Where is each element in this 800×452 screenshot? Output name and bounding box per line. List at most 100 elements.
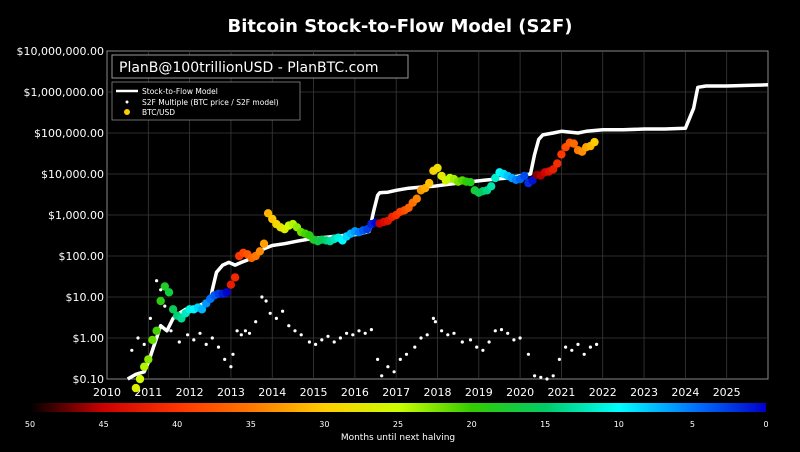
btc-usd-point [553, 159, 562, 168]
s2f-multiple-point [210, 336, 214, 340]
colorbar [30, 403, 766, 412]
s2f-multiple-point [163, 304, 167, 308]
s2f-multiple-point [155, 279, 159, 283]
s2f-multiple-point [493, 329, 497, 333]
s2f-multiple-point [468, 338, 473, 342]
btc-usd-point [569, 139, 578, 148]
chart-title: Bitcoin Stock-to-Flow Model (S2F) [227, 16, 572, 37]
btc-usd-point [168, 305, 178, 314]
btc-usd-points [131, 137, 599, 393]
s2f-multiple-point [326, 334, 330, 338]
s2f-multiple-point [307, 340, 311, 344]
s2f-multiple-point [130, 348, 134, 352]
s2f-multiple-point [192, 338, 196, 342]
colorbar-ticks: 50 45 40 35 30 25 20 15 10 5 0 [25, 420, 769, 429]
s2f-multiple-point [243, 329, 247, 333]
x-tick-label: 2014 [258, 386, 286, 399]
x-tick-label: 2013 [217, 386, 245, 399]
s2f-multiple-point [239, 333, 243, 337]
x-tick-label: 2023 [630, 386, 658, 399]
s2f-multiple-point [274, 316, 278, 320]
legend: Stock-to-Flow Model S2F Multiple (BTC pr… [111, 81, 301, 121]
btc-usd-point [230, 273, 240, 282]
x-tick-label: 2025 [713, 386, 741, 399]
s2f-multiple-point [363, 331, 367, 335]
s2f-multiple-point [545, 377, 549, 381]
btc-usd-point [135, 374, 145, 384]
btc-usd-point [152, 326, 161, 335]
btc-usd-point [144, 355, 153, 364]
y-tick-label: $10,000,000.00 [17, 45, 104, 58]
s2f-multiple-point [260, 295, 264, 299]
s2f-multiple-point [533, 374, 537, 378]
s2f-multiple-point [198, 331, 202, 335]
legend-label-s2f: Stock-to-Flow Model [142, 87, 218, 96]
s2f-multiple-point [425, 333, 429, 337]
s2f-multiple-point [564, 345, 568, 349]
colorbar-tick-label: 15 [540, 420, 550, 429]
s2f-multiple-point [518, 336, 522, 340]
s2f-multiple-point [287, 324, 291, 328]
s2f-multiple-point [148, 316, 152, 320]
y-axis-ticks: $0.10 $1.00 $10.00 $100.00 $1,000.00 $10,000.… [17, 45, 104, 386]
y-tick-label: $100.00 [59, 250, 105, 263]
y-tick-label: $1.00 [73, 332, 105, 345]
s2f-multiple-points [130, 279, 599, 381]
watermark-text: PlanB@100trillionUSD - PlanBTC.com [119, 60, 378, 76]
s2f-multiple-point [398, 357, 402, 361]
btc-usd-point [131, 383, 141, 393]
btc-usd-point [226, 280, 236, 289]
s2f-multiple-point [460, 340, 464, 344]
s2f-multiple-point [186, 333, 190, 337]
colorbar-tick-label: 10 [614, 420, 624, 429]
s2f-multiple-point [539, 375, 543, 379]
btc-usd-point [255, 247, 265, 256]
colorbar-tick-label: 0 [763, 420, 768, 429]
s2f-multiple-point [446, 333, 450, 337]
s2f-multiple-point [320, 338, 324, 342]
s2f-multiple-point [376, 357, 380, 361]
s2f-multiple-point [338, 336, 342, 340]
x-tick-label: 2012 [176, 386, 204, 399]
y-tick-label: $10.00 [66, 291, 105, 304]
s2f-multiple-point [452, 331, 456, 335]
s2f-multiple-point [332, 340, 336, 344]
s2f-multiple-point [499, 328, 504, 332]
s2f-multiple-point [588, 345, 593, 349]
colorbar-tick-label: 25 [393, 420, 403, 429]
s2f-multiple-point [254, 320, 258, 324]
s2f-multiple-point [557, 357, 562, 361]
s2f-multiple-point [231, 352, 235, 356]
x-axis-ticks: 2010 2011 2012 2013 2014 2015 2016 2017 2018 2019… [93, 386, 741, 399]
s2f-multiple-point [475, 345, 479, 349]
s2f-multiple-point [247, 331, 252, 335]
btc-usd-point [433, 163, 442, 173]
x-tick-label: 2022 [589, 386, 617, 399]
y-tick-label: $1,000.00 [48, 209, 104, 222]
btc-usd-point [197, 305, 207, 314]
btc-usd-point [156, 296, 165, 306]
s2f-multiple-point [216, 345, 221, 349]
x-tick-label: 2024 [671, 386, 699, 399]
colorbar-tick-label: 20 [467, 420, 477, 429]
colorbar-label: Months until next halving [341, 433, 455, 443]
x-tick-label: 2016 [341, 386, 369, 399]
s2f-multiple-point [512, 338, 516, 342]
s2f-multiple-point [357, 329, 361, 333]
x-tick-label: 2011 [134, 386, 162, 399]
s2f-multiple-point [351, 333, 355, 337]
btc-usd-point [487, 182, 496, 191]
s2f-multiple-point [431, 316, 435, 320]
s2f-multiple-point [229, 365, 233, 369]
colorbar-tick-label: 30 [319, 420, 329, 429]
s2f-multiple-point [142, 342, 146, 346]
s2f-multiple-point [345, 331, 349, 335]
s2f-multiple-point [526, 352, 531, 356]
s2f-multiple-point [392, 370, 396, 374]
s2f-multiple-point [204, 342, 208, 346]
s2f-multiple-point [595, 342, 599, 346]
s2f-multiple-point [551, 374, 555, 378]
btc-usd-point [160, 282, 169, 291]
s2f-multiple-point [264, 299, 268, 303]
